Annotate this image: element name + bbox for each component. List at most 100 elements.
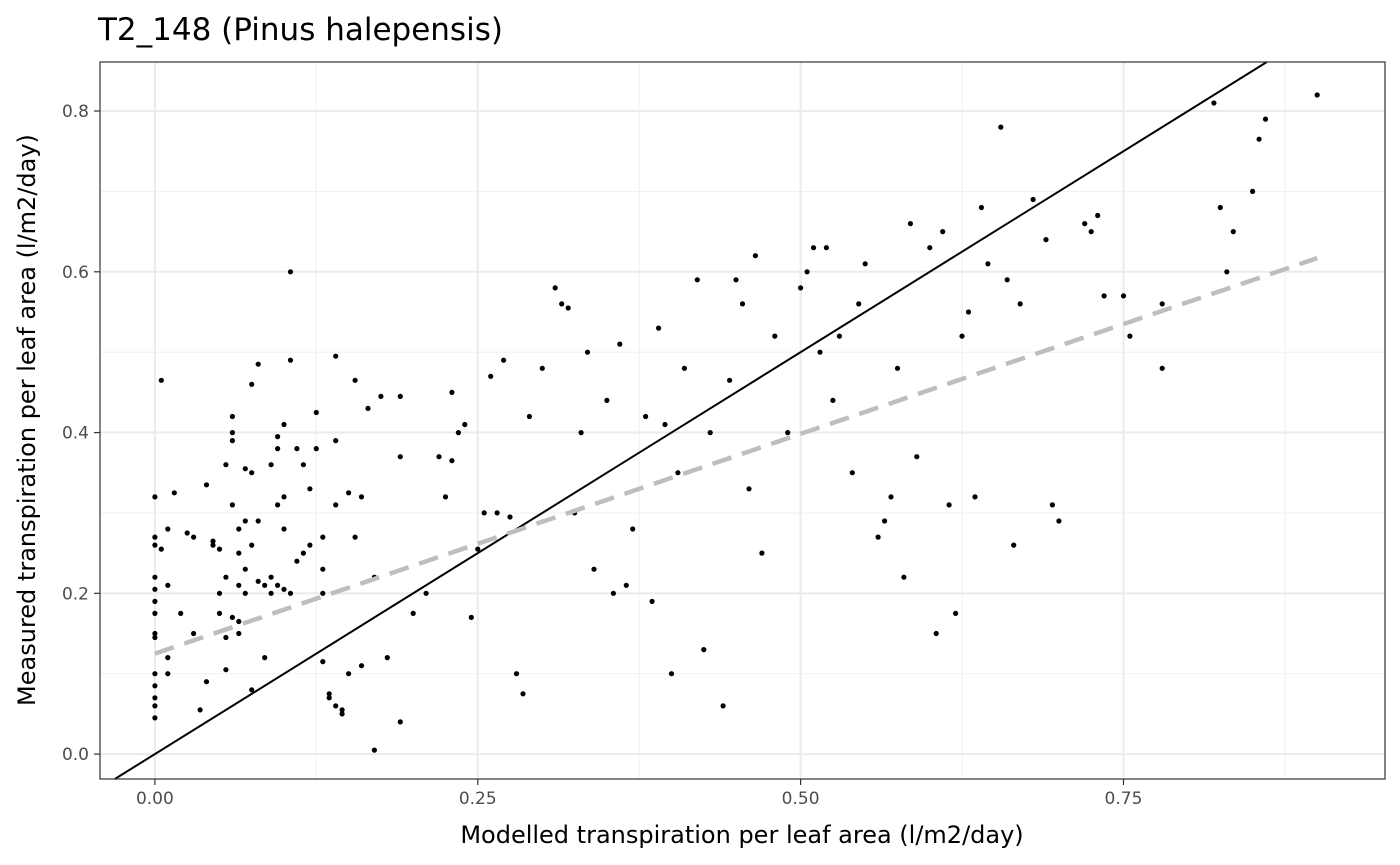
data-point [216,590,223,596]
data-point [539,365,545,371]
data-point [1095,212,1101,219]
data-point [236,582,242,588]
data-point [449,389,455,395]
data-point [1224,269,1230,275]
data-point [152,630,158,637]
data-point [339,707,345,713]
x-axis-ticks: 0.00 0.25 0.50 0.75 [136,779,1142,809]
data-point [262,655,268,661]
data-point [197,707,203,713]
data-point [798,285,804,291]
data-point [384,655,390,661]
y-tick-label: 0.4 [62,424,89,444]
data-point [249,687,255,693]
data-point [152,542,158,548]
data-point [333,502,339,508]
data-point [152,695,158,701]
data-point [1262,116,1269,122]
data-point [475,546,481,552]
data-point [339,711,345,717]
data-point [326,695,332,701]
data-point [307,486,313,492]
data-point [275,446,281,452]
data-point [720,703,726,709]
data-point [333,438,339,444]
data-point [694,277,700,283]
data-point [481,510,487,516]
data-point [313,409,319,416]
data-point [1043,237,1049,243]
data-point [1030,196,1036,203]
data-point [397,393,403,399]
data-point [882,518,888,524]
data-point [358,494,365,500]
data-point [442,494,449,500]
data-point [972,494,978,500]
fit-line [154,255,1318,656]
data-point [933,630,939,637]
data-point [281,526,287,532]
data-point [242,518,248,524]
data-point [959,333,965,339]
plot-border [99,61,1386,780]
data-point [152,671,158,677]
data-point [397,454,403,460]
data-point [739,301,746,307]
data-point [998,124,1004,130]
data-point [223,462,229,468]
data-point [287,590,294,596]
data-point [817,349,823,355]
data-point [1088,229,1094,235]
data-point [255,361,261,367]
data-point [1049,502,1055,508]
data-point [1159,301,1165,307]
data-point [320,566,326,572]
data-point [371,747,377,753]
data-point [410,610,416,617]
identity-line [114,61,1268,780]
data-point [352,534,358,540]
x-tick-label: 0.75 [1105,789,1143,809]
y-tick-label: 0.6 [62,263,89,283]
data-point [242,566,248,572]
data-point [152,634,158,641]
data-point [242,466,248,472]
data-point [630,526,636,532]
data-point [313,446,319,452]
data-point [946,502,952,508]
plot-panel [100,62,1385,779]
data-point [894,365,901,371]
data-point [830,397,836,403]
data-point [836,333,843,339]
data-point [294,446,300,452]
data-point [1120,293,1127,299]
data-point [856,301,862,307]
data-point [346,490,352,496]
data-point [681,365,688,371]
data-point [901,574,907,580]
data-point [158,546,164,552]
data-point [236,526,242,532]
data-point [358,663,365,669]
data-point [268,462,274,468]
data-point [152,703,158,709]
y-axis-label: Measured transpiration per leaf area (l/… [13,134,41,706]
data-point [294,558,300,564]
y-tick-label: 0.2 [62,584,89,604]
data-point [242,590,248,596]
data-point [229,502,235,508]
reference-lines [114,61,1318,780]
data-point [488,373,494,379]
data-point [849,470,855,476]
data-point [397,719,403,725]
data-point [249,542,255,548]
data-point [785,430,791,436]
chart-title: T2_148 (Pinus halepensis) [97,12,503,48]
data-points [152,92,1320,753]
data-point [927,245,933,251]
data-point [823,245,830,251]
data-point [171,490,177,496]
data-point [875,534,881,540]
data-point [287,357,294,363]
